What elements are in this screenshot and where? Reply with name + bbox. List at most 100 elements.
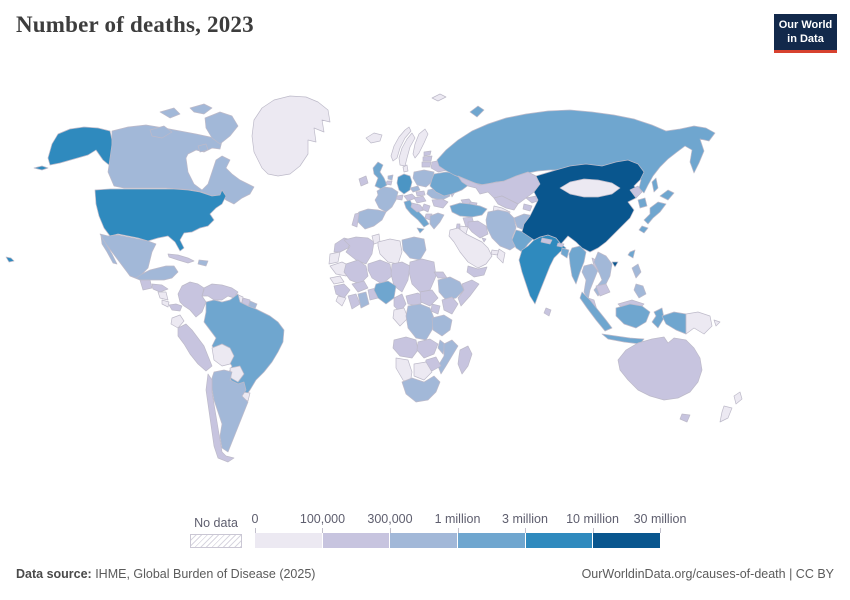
country-china[interactable] [521,159,645,253]
country-canada[interactable] [107,124,255,205]
country-uae[interactable] [490,249,500,256]
legend-swatch[interactable] [390,533,459,548]
country-madagascar[interactable] [457,345,473,375]
country-canada-victoria-island[interactable] [149,125,173,139]
country-burkina-faso[interactable] [351,280,369,293]
legend-swatch[interactable] [322,533,391,548]
country-uzbekistan[interactable] [493,195,519,211]
country-costa-rica[interactable] [161,299,170,308]
country-philippines[interactable] [631,263,647,299]
country-panama[interactable] [168,303,183,312]
country-spain[interactable] [355,208,387,230]
owid-logo[interactable]: Our World in Data [774,14,837,53]
country-papua-new-guinea[interactable] [685,311,721,335]
country-dr-congo[interactable] [405,303,435,341]
country-united-states[interactable] [94,188,227,252]
country-bangladesh[interactable] [560,247,570,259]
country-zambia[interactable] [416,338,439,359]
country-south-sudan[interactable] [419,289,439,307]
country-iceland[interactable] [365,132,383,144]
country-indonesia-sulawesi[interactable] [651,307,665,329]
country-mongolia[interactable] [559,178,621,198]
country-australia-tasmania[interactable] [679,413,691,423]
country-svalbard[interactable] [431,93,447,102]
country-guatemala[interactable] [139,279,153,291]
country-niger[interactable] [367,259,393,285]
country-slovakia[interactable] [415,190,426,197]
country-ecuador[interactable] [170,314,185,329]
country-ghana[interactable] [357,291,370,309]
country-norway[interactable] [390,126,412,162]
country-indonesia-papua[interactable] [661,311,687,335]
footer-link[interactable]: OurWorldinData.org/causes-of-death | CC … [581,567,834,581]
country-netherlands[interactable] [387,174,394,181]
country-czechia[interactable] [409,185,421,193]
country-new-zealand[interactable] [719,391,743,423]
country-canada-southampton[interactable] [197,143,209,153]
country-chad[interactable] [390,261,411,293]
country-ireland[interactable] [358,175,369,187]
legend-no-data-swatch[interactable] [190,534,242,548]
country-turkey[interactable] [449,202,488,218]
country-cuba[interactable] [167,253,195,264]
country-united-states-alaska[interactable] [47,126,118,169]
country-colombia[interactable] [177,281,207,318]
country-chile[interactable] [205,373,235,463]
country-sierra-leone-liberia[interactable] [335,295,347,307]
country-united-states-aleutians[interactable] [33,165,49,171]
country-united-kingdom[interactable] [372,161,388,190]
country-germany[interactable] [396,173,413,195]
country-honduras[interactable] [151,283,169,293]
country-portugal[interactable] [351,212,360,228]
country-malawi[interactable] [437,339,446,355]
country-south-africa[interactable] [401,375,441,403]
country-peru[interactable] [177,323,213,372]
country-sri-lanka[interactable] [543,307,552,317]
country-switzerland[interactable] [395,194,404,201]
country-yemen[interactable] [466,265,488,278]
legend-swatch[interactable] [458,533,526,548]
country-indonesia-sumatra[interactable] [579,291,613,332]
country-eritrea[interactable] [433,271,448,279]
country-russia-novaya-zemlya[interactable] [469,105,485,118]
country-north-korea[interactable] [629,185,643,199]
country-japan[interactable] [638,189,675,234]
country-mexico[interactable] [99,233,179,281]
country-belgium[interactable] [385,180,393,186]
country-gabon-congo[interactable] [392,307,409,327]
country-vietnam[interactable] [593,251,613,297]
country-egypt[interactable] [401,236,427,261]
country-mali[interactable] [343,259,369,285]
country-taiwan[interactable] [627,249,636,259]
country-western-sahara[interactable] [328,251,341,265]
country-ethiopia[interactable] [437,276,465,301]
country-greenland[interactable] [251,95,331,177]
country-croatia-bosnia[interactable] [410,202,425,213]
country-tajikistan[interactable] [522,203,533,212]
country-south-korea[interactable] [637,197,648,209]
country-finland[interactable] [412,128,429,159]
country-nigeria[interactable] [373,280,397,305]
country-australia[interactable] [617,336,703,401]
country-somalia[interactable] [457,279,480,307]
country-france[interactable] [374,186,399,213]
country-bhutan[interactable] [556,242,565,248]
country-bulgaria[interactable] [431,198,449,209]
country-venezuela[interactable] [201,283,239,301]
country-hispaniola[interactable] [197,259,209,267]
country-saudi-arabia[interactable] [448,227,493,269]
country-guinea[interactable] [333,283,351,299]
country-senegal[interactable] [329,275,345,285]
legend-swatch[interactable] [593,533,661,548]
country-lithuania[interactable] [421,161,432,168]
country-bolivia[interactable] [211,343,235,367]
country-poland[interactable] [412,169,435,188]
country-iraq[interactable] [467,220,489,239]
country-uganda[interactable] [430,303,441,315]
legend-swatch[interactable] [255,533,323,548]
country-tanzania[interactable] [431,314,453,337]
country-kuwait[interactable] [481,237,487,243]
country-kenya[interactable] [441,296,459,315]
country-canada-baffin-island[interactable] [204,111,239,145]
country-botswana[interactable] [413,361,433,381]
